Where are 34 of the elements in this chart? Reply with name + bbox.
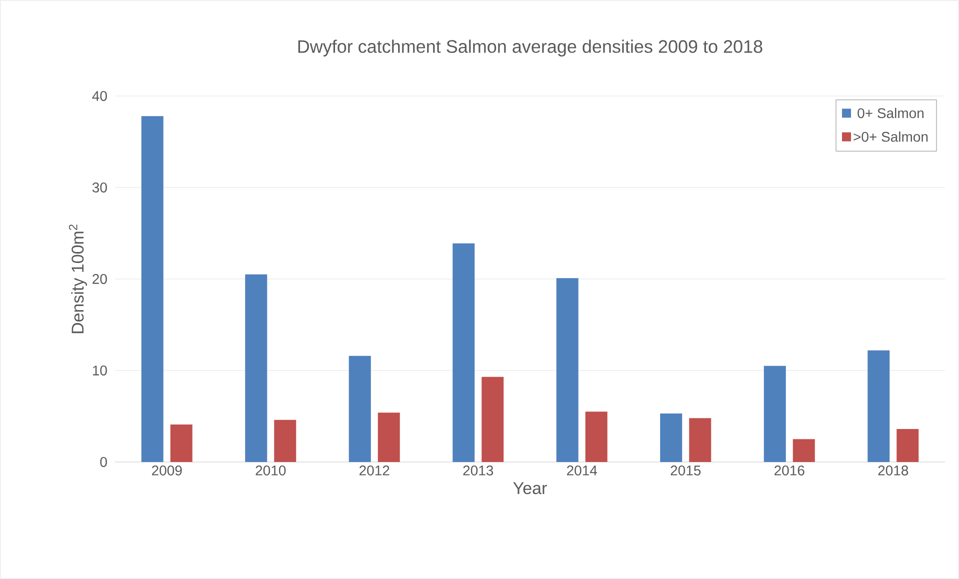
bar <box>378 412 400 462</box>
x-tick-label: 2013 <box>463 466 494 476</box>
chart-title: Dwyfor catchment Salmon average densities 2009 to 2018 <box>298 40 762 56</box>
bar <box>245 274 268 462</box>
y-tick-label: 40 <box>92 91 107 101</box>
bar <box>348 356 371 462</box>
x-tick-label: 2016 <box>774 466 804 476</box>
bar <box>764 366 786 462</box>
x-tick-label: 2015 <box>670 466 701 476</box>
y-tick-label: 0 <box>100 457 107 467</box>
bar <box>274 420 296 462</box>
bar <box>452 243 475 462</box>
x-tick-label: 2010 <box>256 466 286 476</box>
x-axis-title: Year <box>513 482 547 494</box>
bar <box>689 418 712 462</box>
bar <box>556 278 578 462</box>
bar <box>868 350 890 462</box>
bar <box>896 429 919 462</box>
bar <box>792 439 815 462</box>
x-tick-label: 2012 <box>360 466 390 476</box>
bar <box>170 424 192 462</box>
y-axis-title: Density 100m$^{2}$ <box>68 224 88 334</box>
bar <box>482 376 504 462</box>
bar <box>585 412 608 462</box>
y-tick-label: 20 <box>92 274 107 284</box>
legend-label: >0+ Salmon <box>854 132 928 142</box>
bar <box>141 116 164 462</box>
x-tick-label: 2009 <box>152 466 182 476</box>
y-tick-label: 10 <box>92 366 107 376</box>
legend-label: 0+ Salmon <box>858 108 924 118</box>
bar <box>660 414 682 462</box>
y-tick-label: 30 <box>92 182 107 192</box>
x-tick-label: 2014 <box>567 466 598 476</box>
x-tick-label: 2018 <box>878 466 908 476</box>
